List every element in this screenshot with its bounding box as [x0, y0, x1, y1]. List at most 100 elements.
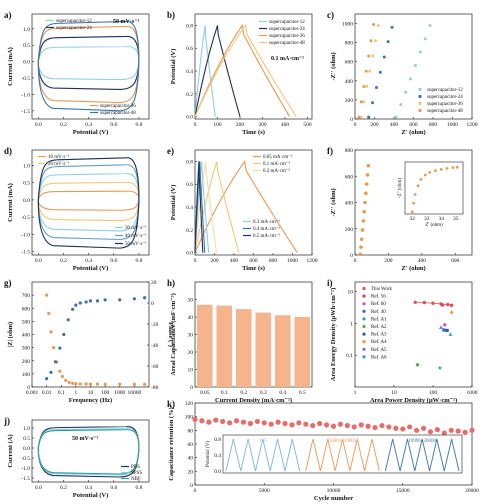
data-point	[376, 23, 380, 27]
data-point	[386, 424, 392, 430]
inset-x-label: Z' (ohm)	[425, 223, 443, 228]
data-point	[364, 69, 368, 73]
y-tick-label: 0	[350, 253, 353, 259]
x-tick-label: 200	[370, 122, 379, 128]
plot-frame	[194, 149, 313, 256]
x-tick-label: 0	[194, 488, 197, 494]
data-point	[351, 424, 357, 430]
y-axis-label: Current (A)	[7, 434, 14, 467]
x-tick-label: 0.5	[299, 390, 306, 396]
data-point	[371, 54, 375, 58]
series-line	[37, 20, 140, 112]
legend-marker	[362, 286, 366, 291]
y-tick-label: 200	[345, 227, 354, 233]
y-tick-label: 0.8	[186, 23, 193, 29]
legend-entry: supercapacitor-48	[269, 41, 305, 46]
x-tick-label: 400	[418, 258, 427, 264]
data-point	[404, 90, 408, 94]
x-tick-label: 0.2	[60, 258, 67, 264]
series-line	[194, 160, 298, 254]
data-point	[368, 69, 372, 73]
legend-entry: Ref. A2	[371, 325, 387, 330]
y-tick-label: 400	[345, 201, 354, 207]
legend-entry: Ref. A4	[371, 340, 387, 345]
data-point	[88, 299, 93, 303]
x-tick-label: 0	[354, 122, 357, 128]
legend-marker	[362, 340, 366, 344]
y-tick-label: 120	[185, 401, 194, 407]
x-tick-label: 400	[281, 122, 290, 128]
y-tick-label: 30	[188, 333, 194, 339]
x-tick-label: 500	[303, 122, 312, 128]
legend-marker	[362, 332, 366, 336]
data-point	[58, 346, 62, 350]
bar	[294, 317, 311, 387]
series-group	[37, 20, 140, 112]
x-tick-label: 100	[101, 390, 110, 396]
y-tick-label: 800	[345, 148, 354, 154]
x-tick-label: 800	[429, 122, 438, 128]
x-tick-label: 1200	[307, 258, 318, 264]
legend-entry: supercapacitor-12	[269, 20, 305, 25]
inset-series-line	[305, 438, 380, 472]
legend-entry: This Work	[371, 287, 393, 292]
y-tick-label: -1.0	[21, 92, 30, 98]
legend-marker	[362, 294, 366, 298]
data-point	[103, 382, 107, 386]
data-point	[420, 425, 427, 431]
legend-entry: Ref. A1	[371, 317, 387, 322]
y-tick-label: 100	[22, 372, 31, 378]
data-point	[358, 422, 364, 428]
x-tick-label: 0.8	[135, 122, 142, 128]
data-point	[448, 332, 453, 336]
inset-series-line	[384, 438, 460, 472]
x-tick-label: 600	[249, 258, 258, 264]
y-tick-label: 10	[188, 368, 194, 374]
data-point	[118, 382, 122, 386]
y-axis-label: Potential (V)	[170, 49, 177, 85]
data-point	[469, 427, 475, 433]
y2-tick-label: -80	[151, 385, 159, 391]
data-point	[358, 252, 363, 257]
annotation: 0.1 mA·cm⁻²	[271, 56, 304, 62]
x-tick-label: 200	[210, 258, 219, 264]
y-tick-label: 60	[188, 442, 194, 448]
x-tick-label: 0.1	[58, 390, 65, 396]
plot-frame	[194, 13, 313, 120]
legend-entry: Ref. A3	[371, 333, 387, 338]
inset-x-tick-label: 34	[439, 216, 445, 222]
data-point	[372, 425, 378, 431]
data-point	[359, 100, 363, 104]
data-point	[361, 219, 366, 223]
data-point	[47, 311, 51, 316]
panel-d: d) 0.0 0.2 0.4 0.6 0.8 -1.5 -1.0 -0.5 0.0 0.5 1.0 Po…	[4, 146, 150, 272]
data-point	[206, 419, 212, 425]
y-tick-label: -1.5	[21, 476, 30, 482]
legend-entry: Ref. 60	[371, 302, 386, 307]
y-tick-label: 0.5	[23, 181, 30, 187]
y-tick-label: -0.5	[21, 456, 30, 462]
x-tick-label: 0.1	[221, 390, 228, 396]
data-point	[414, 427, 420, 433]
legend-entry: 40 mV·s⁻¹	[125, 233, 147, 239]
data-point	[254, 418, 260, 425]
legend-marker	[362, 324, 366, 329]
y-tick-label: 40	[188, 456, 194, 462]
data-point	[449, 310, 454, 315]
y-tick-label: -1.0	[21, 466, 30, 472]
legend-marker	[362, 355, 366, 359]
x-tick-label: 0.6	[110, 258, 117, 264]
data-point	[399, 103, 403, 107]
legend-entry: 30 mV·s⁻¹	[125, 225, 147, 231]
legend-entry: Ref. 56	[371, 295, 386, 300]
data-point	[227, 420, 233, 426]
x-tick-label: 400	[230, 258, 239, 264]
data-point	[58, 369, 62, 373]
data-point	[74, 303, 78, 307]
x-tick-label: 200	[236, 122, 245, 128]
data-point	[220, 418, 226, 425]
inset-point	[413, 193, 417, 196]
data-point	[199, 418, 205, 424]
data-point	[364, 191, 368, 196]
